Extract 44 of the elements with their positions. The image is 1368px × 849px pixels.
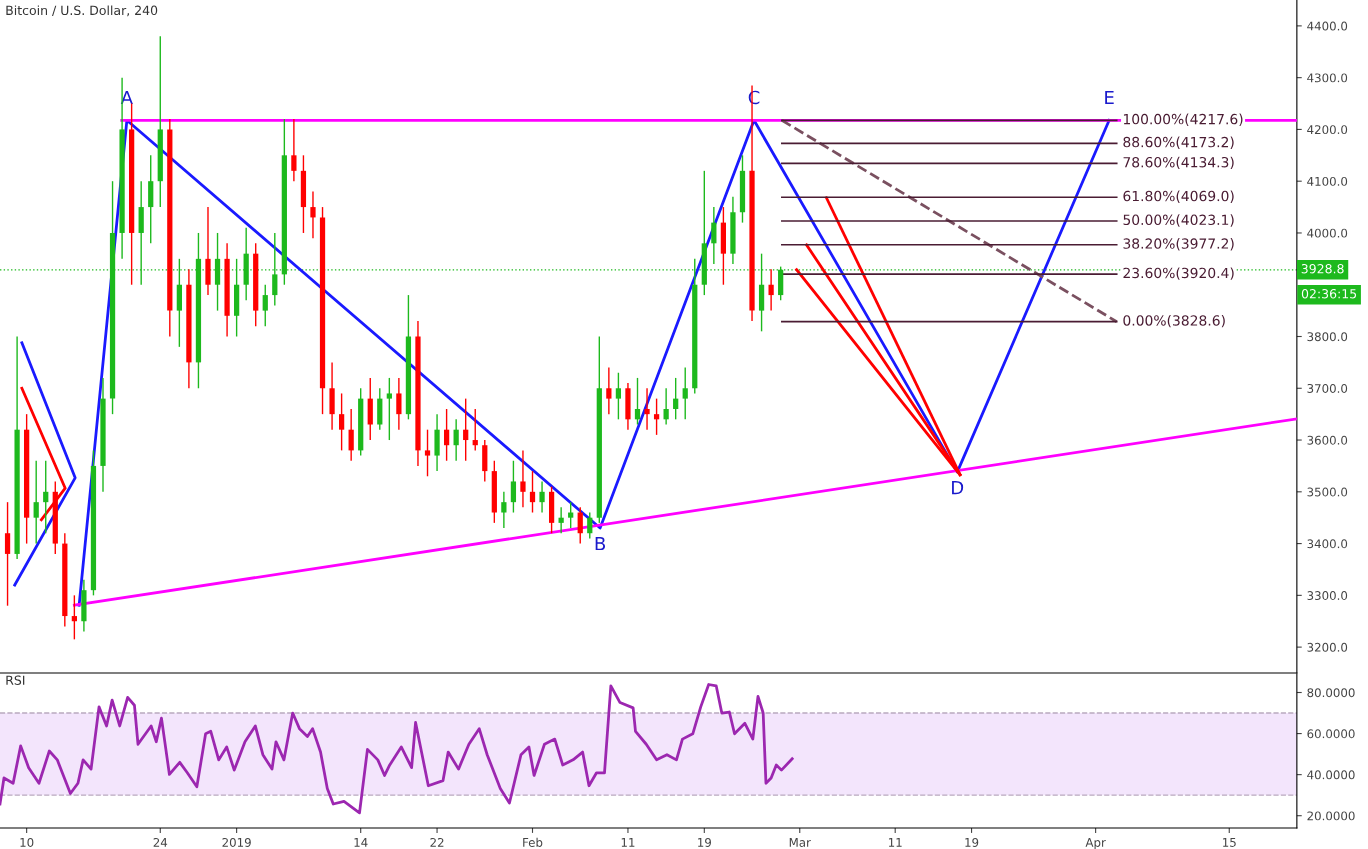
y-tick-label: 4400.0 [1307,21,1348,31]
series-label: 61.80%(4069.0) [1123,190,1234,203]
x-tick-label: 22 [430,837,444,847]
x-tick-label: 2019 [222,837,251,847]
series-label: 50.00%(4023.1) [1123,214,1234,227]
series-label: 88.60%(4173.2) [1123,136,1234,149]
y-tick-label: 3400.0 [1307,539,1348,549]
x-tick-label: 10 [20,837,34,847]
series-label: 23.60%(3920.4) [1123,267,1234,280]
y-tick-label: 4300.0 [1307,73,1348,83]
series-label: 100.00%(4217.6) [1123,113,1243,126]
annotation: B [595,536,606,551]
y-tick-label: 3200.0 [1307,642,1348,652]
ref-line-label: 3928.8 [1301,263,1344,274]
x-tick-label: 11 [621,838,635,847]
y-tick-label: 4200.0 [1307,125,1348,135]
y-tick-label: 80.0000 [1307,688,1355,698]
y-tick-label: 3800.0 [1307,332,1348,342]
y-tick-label: 4000.0 [1307,228,1348,238]
y-tick-label: 60.0000 [1307,729,1355,739]
x-tick-label: Mar [789,838,811,847]
x-tick-label: 19 [965,837,979,847]
y-tick-label: 3600.0 [1307,435,1348,445]
chart-title: Bitcoin / U.S. Dollar, 240 [6,5,158,17]
x-tick-label: 11 [888,838,902,847]
annotation: E [1105,90,1114,105]
y-tick-label: 3500.0 [1307,487,1348,497]
y-tick-label: 20.0000 [1307,811,1355,821]
y-tick-label: 4100.0 [1307,176,1348,186]
x-tick-label: Apr [1085,838,1106,849]
chart-title: RSI [6,675,25,685]
x-tick-label: 14 [354,838,368,847]
series-label: 38.20%(3977.2) [1123,238,1234,251]
text: 02:36:15 [1301,288,1357,299]
y-tick-label: 40.0000 [1307,770,1355,780]
series-label: 0.00%(3828.6) [1123,314,1225,328]
x-tick-label: Feb [523,837,543,847]
annotation: D [952,481,964,495]
series-label: 78.60%(4134.3) [1123,156,1234,170]
y-tick-label: 3300.0 [1307,591,1348,600]
x-tick-label: 19 [698,837,711,847]
x-tick-label: 15 [1223,838,1236,847]
y-tick-label: 3700.0 [1307,383,1348,393]
x-tick-label: 24 [153,837,168,847]
